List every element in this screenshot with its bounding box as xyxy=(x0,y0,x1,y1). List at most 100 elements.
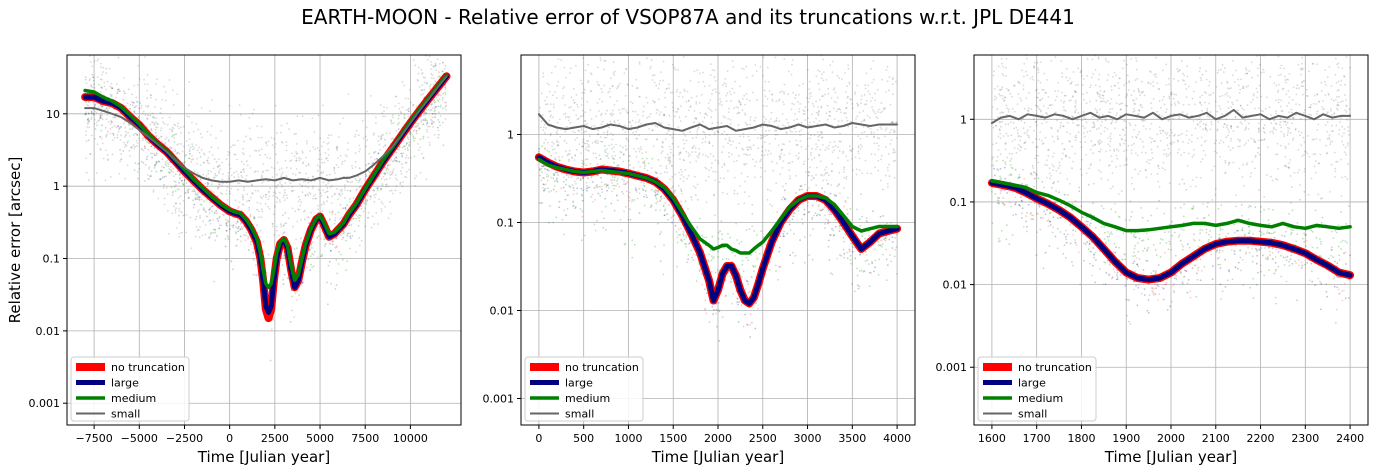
scatter-point xyxy=(895,246,898,249)
scatter-point xyxy=(849,259,852,261)
scatter-point xyxy=(284,212,287,215)
scatter-point xyxy=(390,173,392,176)
scatter-point xyxy=(198,146,200,149)
scatter-point xyxy=(1209,52,1211,54)
scatter-point xyxy=(605,183,608,186)
scatter-point xyxy=(1140,80,1143,83)
scatter-point xyxy=(241,203,244,206)
scatter-point xyxy=(333,169,336,172)
scatter-point xyxy=(540,165,543,168)
scatter-point xyxy=(96,143,99,146)
scatter-point xyxy=(320,171,322,174)
scatter-point xyxy=(750,148,752,151)
scatter-point xyxy=(284,160,287,162)
scatter-point xyxy=(355,188,358,191)
scatter-point xyxy=(99,116,102,119)
scatter-point xyxy=(417,72,420,75)
scatter-point xyxy=(550,71,553,74)
scatter-point xyxy=(544,188,546,190)
scatter-point xyxy=(808,210,811,213)
scatter-point xyxy=(306,142,308,145)
scatter-point xyxy=(586,100,589,103)
scatter-point xyxy=(280,167,283,170)
scatter-point xyxy=(272,225,274,228)
scatter-point xyxy=(349,247,351,250)
scatter-point xyxy=(424,117,427,120)
scatter-point xyxy=(140,160,143,163)
scatter-point xyxy=(891,78,894,81)
scatter-point xyxy=(789,129,792,132)
scatter-point xyxy=(893,130,896,133)
scatter-point xyxy=(558,159,561,162)
scatter-point xyxy=(373,151,376,154)
scatter-point xyxy=(98,83,100,86)
scatter-point xyxy=(572,200,574,203)
scatter-point xyxy=(797,206,800,209)
scatter-point xyxy=(833,149,836,152)
scatter-point xyxy=(626,83,629,85)
scatter-point xyxy=(876,89,879,91)
scatter-point xyxy=(555,190,558,193)
scatter-point xyxy=(668,160,671,163)
scatter-point xyxy=(808,88,811,91)
scatter-point xyxy=(636,197,639,200)
scatter-point xyxy=(182,214,185,217)
scatter-point xyxy=(117,56,120,59)
scatter-point xyxy=(881,78,883,81)
scatter-point xyxy=(806,137,809,140)
scatter-point xyxy=(143,145,146,148)
scatter-point xyxy=(598,154,601,157)
scatter-point xyxy=(605,186,607,189)
scatter-point xyxy=(437,100,440,102)
scatter-point xyxy=(281,185,283,188)
scatter-point xyxy=(1125,149,1128,152)
scatter-point xyxy=(408,107,410,110)
scatter-point xyxy=(719,230,721,233)
series-line-small xyxy=(84,75,448,183)
scatter-point xyxy=(867,84,870,87)
scatter-point xyxy=(558,156,560,158)
scatter-point xyxy=(564,116,567,119)
scatter-point xyxy=(342,207,344,210)
scatter-point xyxy=(778,120,781,122)
scatter-point xyxy=(816,106,819,108)
scatter-point xyxy=(335,245,338,248)
x-tick-label: 1500 xyxy=(659,432,687,445)
scatter-point xyxy=(844,200,847,202)
scatter-point xyxy=(777,125,780,128)
scatter-point xyxy=(106,130,109,133)
scatter-point xyxy=(848,248,851,251)
scatter-point xyxy=(803,113,806,115)
scatter-point xyxy=(660,152,663,154)
scatter-point xyxy=(632,36,634,38)
scatter-point xyxy=(776,278,779,281)
scatter-point xyxy=(92,76,95,79)
scatter-point xyxy=(301,150,304,153)
scatter-point xyxy=(168,168,171,171)
scatter-point xyxy=(885,69,888,71)
scatter-point xyxy=(384,172,387,175)
scatter-point xyxy=(997,65,1000,68)
scatter-point xyxy=(421,73,423,75)
scatter-point xyxy=(274,192,277,195)
scatter-point xyxy=(866,259,869,262)
scatter-point xyxy=(598,98,601,100)
scatter-point xyxy=(688,99,690,102)
scatter-point xyxy=(346,260,349,262)
scatter-point xyxy=(874,112,877,115)
scatter-point xyxy=(371,162,373,165)
scatter-point xyxy=(155,135,158,138)
scatter-point xyxy=(832,234,835,237)
scatter-point xyxy=(793,127,796,130)
scatter-point xyxy=(186,115,189,118)
scatter-point xyxy=(592,152,595,155)
scatter-point xyxy=(1120,190,1123,193)
scatter-point xyxy=(577,106,579,108)
scatter-point xyxy=(838,183,840,185)
scatter-point xyxy=(293,316,296,319)
scatter-point xyxy=(826,172,829,174)
scatter-point xyxy=(544,138,547,141)
scatter-point xyxy=(240,235,242,238)
scatter-point xyxy=(884,174,887,177)
scatter-point xyxy=(181,161,184,164)
